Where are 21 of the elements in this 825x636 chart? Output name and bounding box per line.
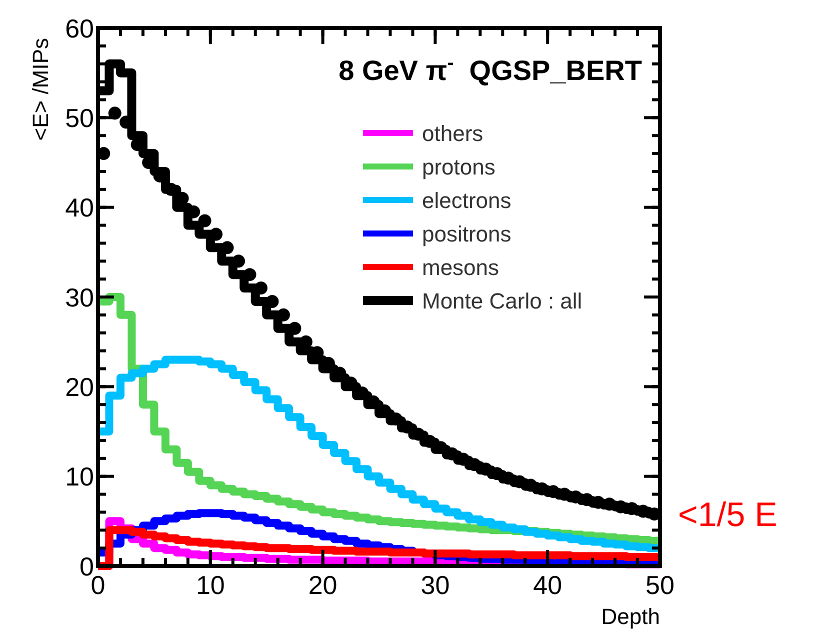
x-tick-label: 50 [646, 570, 674, 600]
legend-label: protons [422, 154, 496, 180]
y-tick-label: 30 [65, 282, 94, 312]
legend-label: electrons [422, 188, 512, 213]
x-tick-label: 10 [196, 570, 225, 600]
legend-label: others [422, 120, 484, 146]
x-tick-label: 20 [308, 570, 338, 600]
x-tick-label: 40 [533, 570, 562, 600]
legend-label: mesons [422, 254, 500, 280]
y-axis-title: <E> /MIPs [28, 38, 53, 141]
y-tick-label: 60 [65, 13, 94, 44]
y-tick-label: 40 [65, 192, 94, 223]
text: <1/5 E [678, 496, 778, 534]
y-tick-label: 10 [65, 462, 94, 492]
legend-label: positrons [422, 221, 512, 246]
x-tick-label: 30 [420, 570, 450, 600]
text: 8 GeV π$^{-}$ QGSP_BERT [338, 52, 642, 86]
x-axis-title: Depth [601, 604, 660, 629]
legend-label: Monte Carlo : all [422, 288, 582, 314]
y-tick-label: 50 [65, 103, 94, 134]
y-tick-label: 20 [65, 372, 94, 402]
